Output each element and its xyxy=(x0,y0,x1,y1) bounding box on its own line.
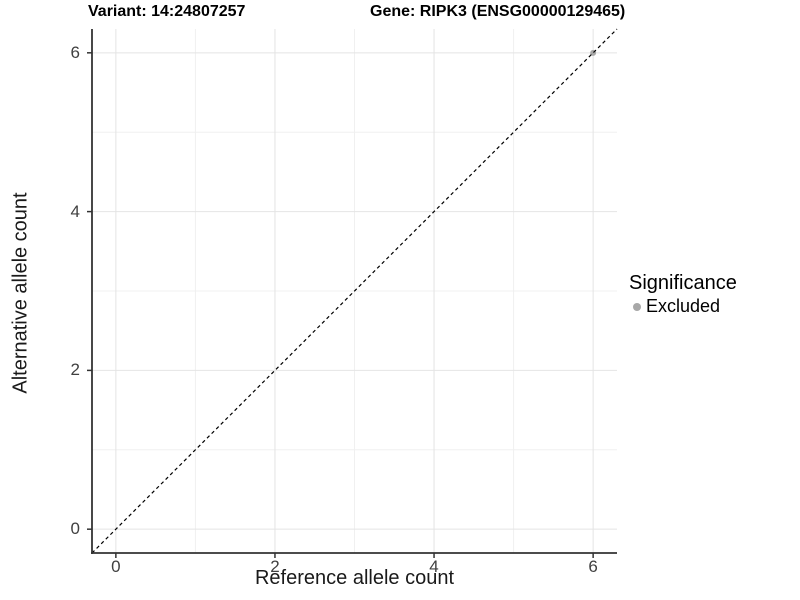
plot-title-gene: Gene: RIPK3 (ENSG00000129465) xyxy=(370,3,626,20)
x-tick-label: 6 xyxy=(588,557,598,576)
legend-point-icon xyxy=(633,302,641,311)
y-axis-title: Alternative allele count xyxy=(9,192,32,394)
x-tick-label: 2 xyxy=(270,557,280,576)
legend-item-excluded: Excluded xyxy=(629,296,737,317)
x-tick-label: 0 xyxy=(111,557,121,576)
identity-line xyxy=(91,28,618,554)
legend-item-label: Excluded xyxy=(646,296,721,316)
y-tick-label: 2 xyxy=(70,360,80,380)
y-tick-label: 6 xyxy=(70,42,80,62)
y-tick-label: 4 xyxy=(70,201,80,221)
legend: Significance Excluded xyxy=(629,271,737,317)
x-tick-label: 4 xyxy=(429,557,439,576)
x-axis-title: Reference allele count xyxy=(254,567,454,589)
y-tick-label: 0 xyxy=(70,519,80,539)
plot-title-variant: Variant: 14:24807257 xyxy=(88,3,246,20)
legend-title: Significance xyxy=(629,272,737,294)
